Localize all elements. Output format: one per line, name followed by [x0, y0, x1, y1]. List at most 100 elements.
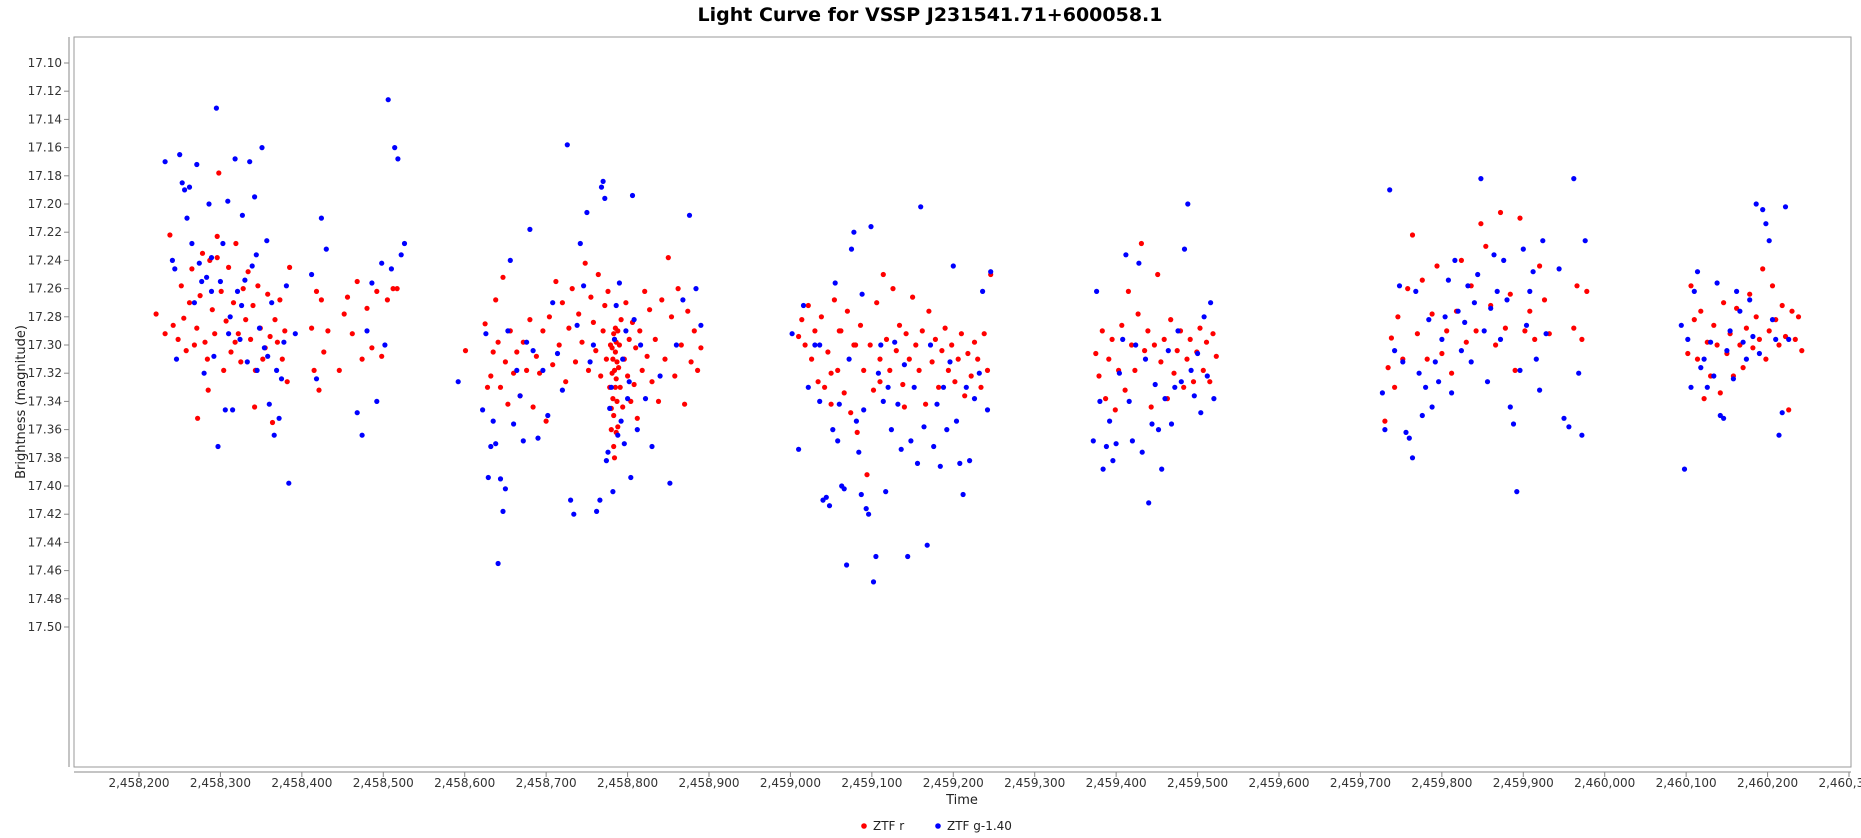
data-point [309, 325, 315, 331]
data-point [612, 349, 619, 355]
data-point [287, 264, 293, 270]
data-point [590, 342, 597, 348]
data-point [844, 308, 851, 314]
data-point [545, 412, 551, 419]
data-point [581, 283, 587, 289]
data-point [223, 318, 229, 324]
data-point [637, 328, 643, 334]
data-point [638, 342, 644, 348]
data-point [644, 353, 650, 359]
data-point [1760, 266, 1766, 272]
data-point [1136, 260, 1142, 266]
data-point [598, 184, 605, 190]
data-point [1747, 297, 1753, 303]
data-point [1145, 328, 1151, 334]
data-point [1159, 466, 1165, 472]
y-tick-label: 17.44 [28, 535, 62, 549]
data-point [530, 404, 536, 410]
data-point [232, 339, 238, 345]
data-point [395, 156, 401, 162]
data-point [1691, 288, 1697, 294]
data-point [212, 331, 218, 337]
data-point [235, 331, 241, 337]
data-point [984, 367, 991, 373]
data-point [984, 407, 991, 413]
data-point [1204, 373, 1210, 379]
data-point [1103, 396, 1109, 402]
data-point [341, 311, 347, 317]
data-point [208, 288, 215, 294]
data-point [1409, 455, 1416, 461]
data-point [1740, 339, 1746, 345]
x-tick-label: 2,460,000 [1574, 776, 1635, 790]
data-point [826, 503, 833, 509]
data-point [1776, 342, 1782, 348]
data-point [247, 159, 253, 165]
data-point [796, 446, 802, 452]
data-point [1721, 415, 1727, 421]
data-point [921, 424, 927, 430]
data-point [958, 331, 965, 337]
data-point [911, 384, 917, 390]
data-point [799, 317, 805, 323]
data-point [593, 348, 599, 354]
data-point [234, 288, 241, 294]
data-point [1168, 317, 1174, 323]
data-point [493, 441, 499, 447]
data-point [620, 404, 626, 410]
data-point [540, 367, 546, 373]
data-point [1721, 300, 1727, 306]
data-point [1463, 339, 1469, 345]
data-point [874, 300, 880, 306]
y-tick-label: 17.12 [28, 84, 62, 98]
data-point [564, 142, 570, 148]
data-point [615, 432, 621, 438]
data-point [1688, 384, 1694, 390]
data-point [1685, 350, 1691, 357]
data-point [252, 194, 258, 200]
data-point [1497, 336, 1504, 342]
data-point [588, 294, 594, 300]
data-point [861, 407, 867, 413]
data-point [980, 288, 986, 294]
data-point [1779, 302, 1785, 309]
data-point [662, 356, 668, 362]
chart-title: Light Curve for VSSP J231541.71+600058.1 [698, 4, 1163, 26]
data-point [1698, 308, 1704, 314]
data-point [873, 553, 879, 560]
data-point [1747, 291, 1753, 297]
data-point [965, 350, 971, 357]
data-point [863, 506, 869, 512]
data-point [189, 240, 195, 247]
data-point [261, 345, 267, 351]
data-point [201, 370, 207, 376]
data-point [1100, 466, 1106, 472]
data-point [898, 446, 904, 452]
data-point [170, 322, 176, 328]
data-point [615, 328, 621, 334]
data-point [209, 307, 215, 313]
data-point [642, 288, 648, 294]
data-point [614, 398, 620, 404]
data-point [514, 367, 520, 373]
data-point [610, 489, 616, 495]
data-point [673, 342, 680, 348]
data-point [1504, 297, 1510, 303]
data-point [527, 226, 533, 232]
data-point [877, 379, 883, 385]
y-tick-label: 17.14 [28, 112, 62, 126]
data-point [1110, 458, 1116, 464]
data-point [269, 300, 275, 306]
data-point [1766, 328, 1772, 334]
data-point [1711, 322, 1717, 328]
data-point [269, 419, 276, 426]
data-point [1112, 407, 1118, 413]
data-point [1400, 359, 1406, 365]
data-point [1125, 288, 1131, 294]
data-point [971, 396, 978, 402]
data-point [255, 283, 261, 289]
data-point [1727, 328, 1733, 334]
data-point [605, 288, 611, 294]
series-ztf-g [162, 97, 1792, 585]
